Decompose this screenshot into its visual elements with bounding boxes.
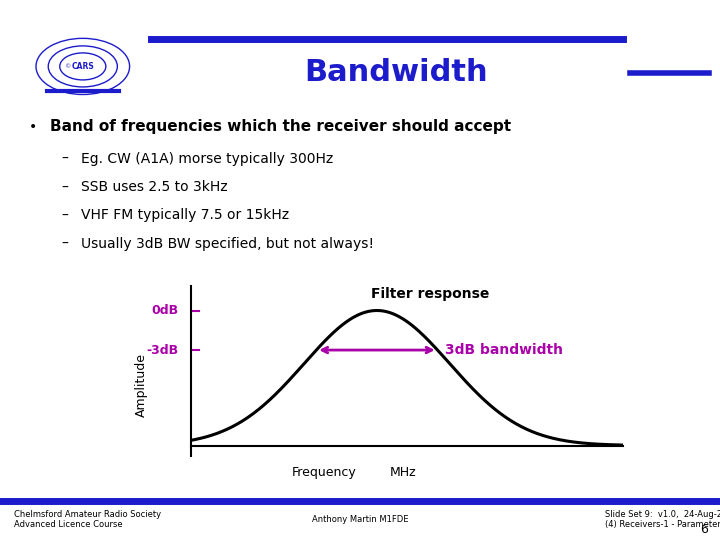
Text: Chelmsford Amateur Radio Society
Advanced Licence Course: Chelmsford Amateur Radio Society Advance…: [14, 510, 161, 529]
Text: Bandwidth: Bandwidth: [304, 58, 488, 87]
Text: VHF FM typically 7.5 or 15kHz: VHF FM typically 7.5 or 15kHz: [81, 208, 289, 222]
Text: Slide Set 9:  v1.0,  24-Aug-2004
(4) Receivers-1 - Parameters: Slide Set 9: v1.0, 24-Aug-2004 (4) Recei…: [605, 510, 720, 529]
Text: CARS: CARS: [71, 62, 94, 71]
Text: –: –: [61, 152, 68, 166]
Text: Amplitude: Amplitude: [135, 353, 148, 417]
Text: Eg. CW (A1A) morse typically 300Hz: Eg. CW (A1A) morse typically 300Hz: [81, 152, 333, 166]
Text: MHz: MHz: [390, 465, 417, 479]
Text: 6: 6: [700, 523, 708, 536]
Text: Filter response: Filter response: [371, 287, 490, 301]
Text: -3dB: -3dB: [147, 343, 179, 356]
Text: –: –: [61, 208, 68, 222]
Text: •: •: [29, 120, 37, 134]
Text: 0dB: 0dB: [152, 304, 179, 317]
Text: 3dB bandwidth: 3dB bandwidth: [446, 343, 564, 357]
Text: SSB uses 2.5 to 3kHz: SSB uses 2.5 to 3kHz: [81, 180, 228, 194]
Text: Usually 3dB BW specified, but not always!: Usually 3dB BW specified, but not always…: [81, 237, 374, 251]
Text: Frequency: Frequency: [292, 465, 356, 479]
Text: –: –: [61, 237, 68, 251]
Text: Band of frequencies which the receiver should accept: Band of frequencies which the receiver s…: [50, 119, 511, 134]
Text: –: –: [61, 180, 68, 194]
Text: Anthony Martin M1FDE: Anthony Martin M1FDE: [312, 515, 408, 524]
Text: ©: ©: [64, 64, 70, 69]
